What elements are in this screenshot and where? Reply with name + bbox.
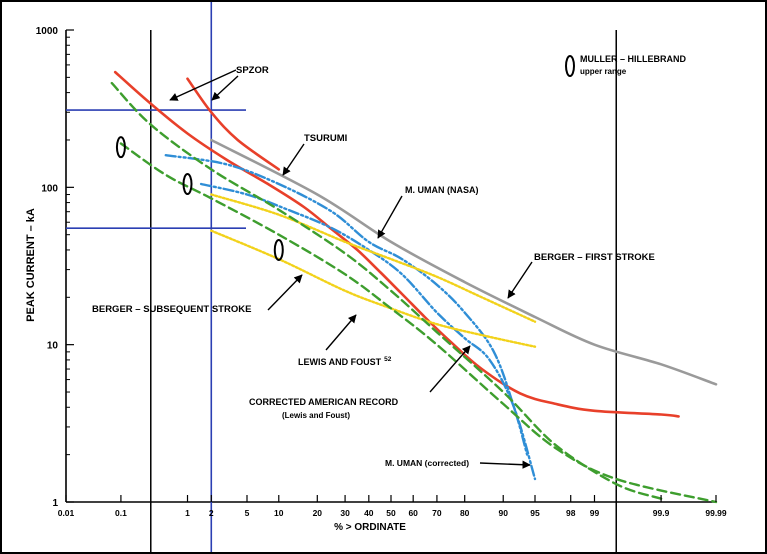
label-berger-subsequent: BERGER – SUBSEQUENT STROKE <box>92 304 251 315</box>
y-tick-label: 10 <box>47 341 59 352</box>
y-tick-label: 100 <box>41 183 58 194</box>
label-muller-hillebrand: MULLER – HILLEBRAND <box>580 54 686 64</box>
series-line-m-uman-nasa <box>164 154 529 456</box>
muller-hillebrand-range-marker <box>182 172 193 195</box>
arrow-tsurumi <box>282 143 305 176</box>
y-tick-label: 1000 <box>36 26 59 37</box>
series-line-berger-subsequent-stroke <box>210 229 537 348</box>
label-uman-corrected: M. UMAN (corrected) <box>385 458 469 468</box>
x-tick-label: 60 <box>408 508 418 518</box>
label-berger-first: BERGER – FIRST STROKE <box>534 252 655 263</box>
series-line-tsurumi <box>210 138 718 386</box>
series-layer <box>110 70 718 504</box>
x-tick-label: 99.99 <box>705 508 727 518</box>
label-uman-nasa: M. UMAN (NASA) <box>405 185 479 195</box>
label-lewis-foust: LEWIS AND FOUST 52 <box>298 356 392 367</box>
arrow-uman-corrected <box>479 460 531 469</box>
arrow-uman-nasa <box>377 195 403 239</box>
series-line-spzor <box>113 70 680 418</box>
series-line-berger-first-stroke <box>210 193 537 323</box>
series-line-lewis-and-foust <box>110 81 663 500</box>
label-spzor: SPZOR <box>236 65 269 76</box>
arrow-spzor-2 <box>211 75 239 101</box>
muller-hillebrand-legend-marker <box>565 55 575 77</box>
x-tick-label: 20 <box>313 508 323 518</box>
label-muller-upper-range: upper range <box>580 67 627 76</box>
series-line-spzor <box>186 77 281 171</box>
x-tick-label: 98 <box>566 508 576 518</box>
x-tick-label: 50 <box>386 508 396 518</box>
x-tick-label: 90 <box>498 508 508 518</box>
label-corrected-american: CORRECTED AMERICAN RECORD <box>249 397 399 407</box>
label-tsurumi: TSURUMI <box>304 133 347 144</box>
y-ticks: 1 10 100 1000 <box>36 26 74 509</box>
label-lewis-foust-superscript: 52 <box>384 356 392 363</box>
arrow-berger-subsequent <box>267 274 303 311</box>
x-tick-label: 10 <box>274 508 284 518</box>
annotation-arrows <box>169 69 533 469</box>
annotations: SPZOR TSURUMI M. UMAN (NASA) BERGER – FI… <box>92 54 686 468</box>
x-tick-label: 0.01 <box>58 508 75 518</box>
x-tick-label: 99 <box>590 508 600 518</box>
x-axis-label: % > ORDINATE <box>334 522 406 533</box>
arrow-lewis-foust <box>325 314 357 351</box>
arrow-berger-first <box>507 261 533 299</box>
reference-lines <box>66 2 617 552</box>
x-tick-label: 80 <box>460 508 470 518</box>
range-markers <box>115 55 575 261</box>
arrow-spzor-1 <box>169 69 237 101</box>
muller-hillebrand-range-marker <box>115 136 126 159</box>
x-tick-label: 30 <box>340 508 350 518</box>
x-tick-label: 0.1 <box>115 508 127 518</box>
y-axis-label: PEAK CURRENT – kA <box>25 208 37 322</box>
x-tick-label: 1 <box>185 508 190 518</box>
x-tick-label: 2 <box>209 508 214 518</box>
x-tick-label: 5 <box>245 508 250 518</box>
y-tick-label: 1 <box>52 498 58 509</box>
series-line-corrected-american-record <box>119 142 718 504</box>
x-tick-label: 95 <box>530 508 540 518</box>
arrow-corrected-american <box>429 345 471 393</box>
muller-hillebrand-range-marker <box>273 238 284 261</box>
series-line-m-uman-corrected <box>199 182 537 481</box>
x-tick-label: 70 <box>432 508 442 518</box>
label-corrected-american-sub: (Lewis and Foust) <box>282 411 350 420</box>
x-tick-label: 40 <box>364 508 374 518</box>
x-ticks: 0.01 0.1 1 2 5 10 20 30 40 50 60 70 80 90 95 98 99 99.9 99… <box>58 495 727 518</box>
x-tick-label: 99.9 <box>653 508 670 518</box>
label-lewis-foust-text: LEWIS AND FOUST <box>298 357 382 367</box>
